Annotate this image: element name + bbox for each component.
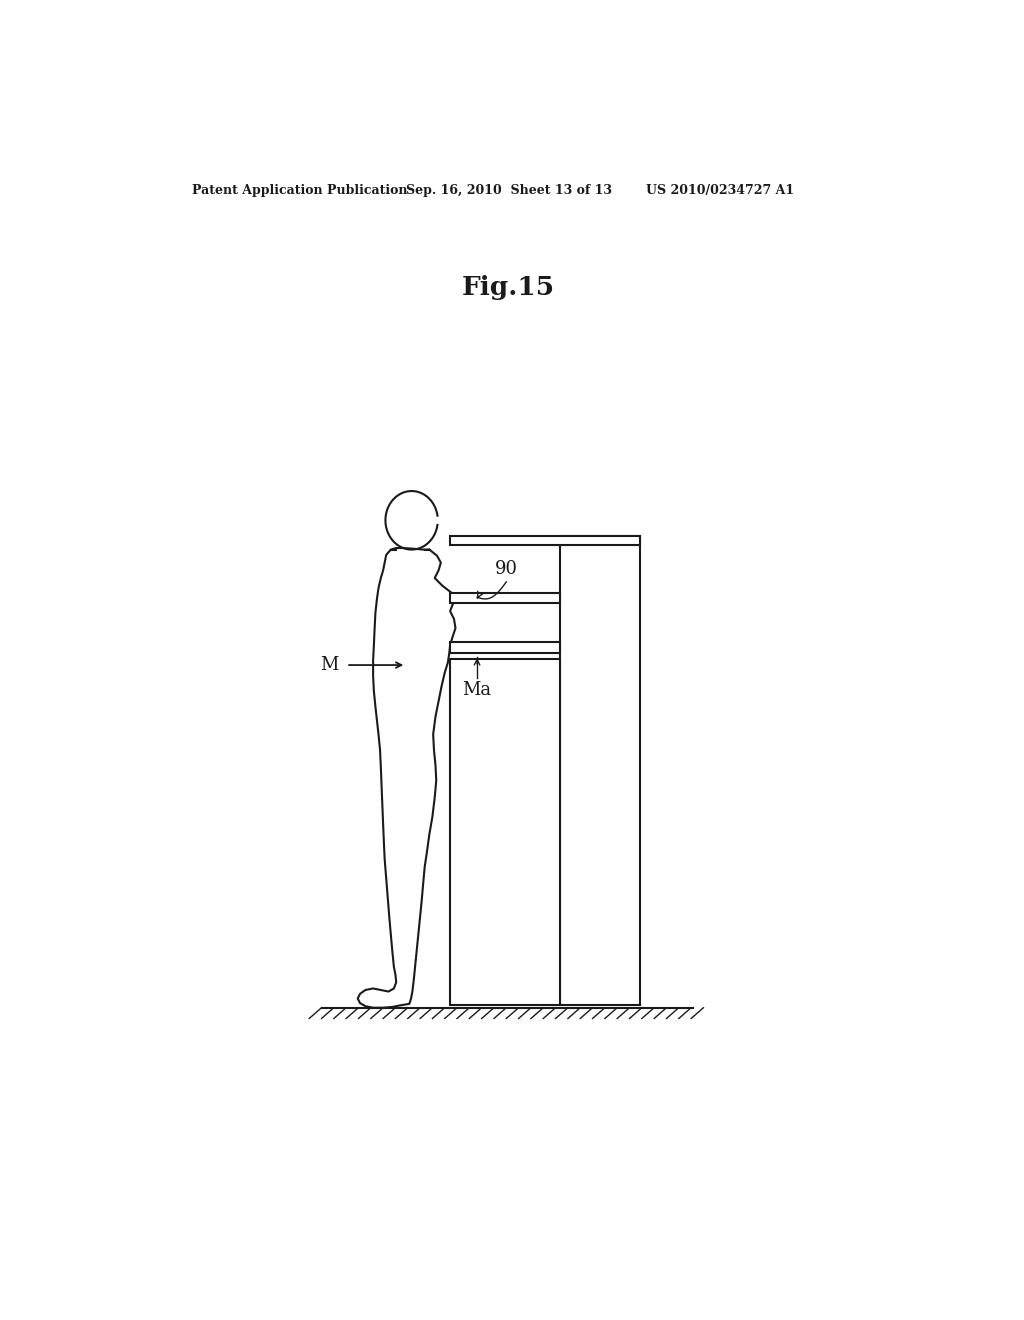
Text: Ma: Ma (463, 681, 492, 698)
Bar (451, 659, 560, 1006)
Text: Fig.15: Fig.15 (461, 276, 554, 300)
Text: Patent Application Publication: Patent Application Publication (193, 185, 408, 197)
Bar (451, 594, 560, 603)
Text: US 2010/0234727 A1: US 2010/0234727 A1 (646, 185, 795, 197)
Bar (560, 536, 640, 1006)
Bar (451, 536, 640, 545)
Text: 90: 90 (495, 560, 518, 578)
Text: M: M (321, 656, 339, 675)
Bar (451, 642, 560, 653)
Text: Sep. 16, 2010  Sheet 13 of 13: Sep. 16, 2010 Sheet 13 of 13 (407, 185, 612, 197)
